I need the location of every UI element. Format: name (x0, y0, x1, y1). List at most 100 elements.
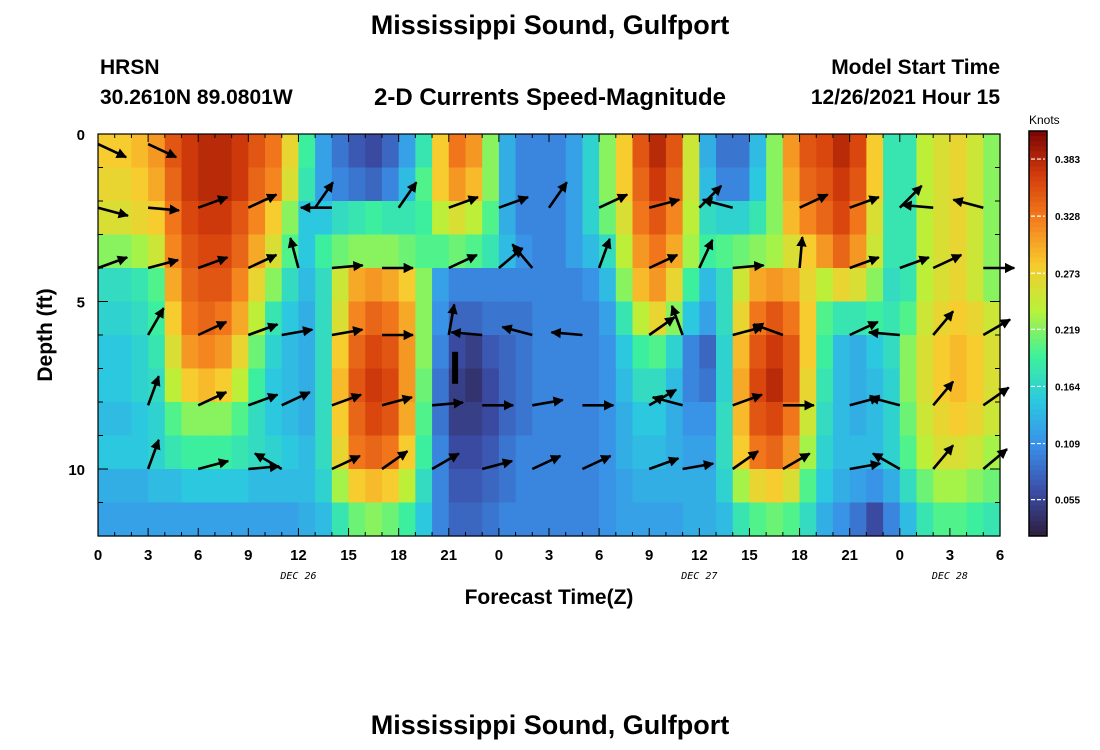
colorbar-segment (1029, 414, 1047, 420)
heatmap-cell (148, 268, 166, 303)
heatmap-cell (348, 167, 366, 202)
heatmap-cell (582, 268, 600, 303)
heatmap-cell (682, 134, 700, 169)
heatmap-cell (365, 201, 383, 236)
heatmap-cell (265, 268, 283, 303)
heatmap-cell (983, 268, 1001, 303)
heatmap-cell (181, 335, 199, 370)
heatmap-cell (949, 201, 968, 236)
heatmap-cell (699, 402, 717, 437)
heatmap-cell (782, 167, 801, 202)
heatmap-cell (665, 201, 684, 236)
heatmap-cell (849, 167, 867, 202)
heatmap-cell (331, 402, 350, 437)
heatmap-cell (899, 435, 918, 470)
colorbar-segment (1029, 313, 1047, 319)
heatmap-cell (415, 502, 433, 537)
heatmap-cell (448, 435, 467, 470)
heatmap-cell (348, 435, 366, 470)
heatmap-cell (699, 335, 717, 370)
current-vector-arrow (648, 197, 681, 209)
heatmap-cell (866, 402, 884, 437)
heatmap-cell (916, 268, 934, 303)
current-vector-arrow (932, 310, 955, 336)
heatmap-cell (415, 469, 433, 504)
heatmap-cell (615, 301, 634, 336)
heatmap-cell (131, 301, 149, 336)
colorbar-segment (1029, 201, 1047, 208)
heatmap-cell (315, 234, 333, 269)
heatmap-cell (866, 268, 884, 303)
heatmap-cell (98, 435, 116, 470)
colorbar-segment (1029, 298, 1047, 304)
current-vector-arrow (147, 204, 181, 215)
heatmap-cell (198, 301, 216, 336)
model-start-label: Model Start Time (831, 56, 1000, 79)
heatmap-cell (515, 335, 533, 370)
heatmap-cell (832, 368, 851, 403)
heatmap-cell (849, 201, 867, 236)
current-vector-arrow (871, 452, 901, 471)
heatmap-cell (432, 301, 450, 336)
heatmap-cell (381, 167, 400, 202)
heatmap-cell (565, 301, 583, 336)
heatmap-cell (799, 335, 817, 370)
current-vector-arrow (381, 450, 409, 471)
heatmap-cell (281, 469, 300, 504)
heatmap-cell (716, 234, 734, 269)
heatmap-cell (164, 502, 183, 537)
heatmap-cell (799, 134, 817, 169)
current-vector-arrow (147, 257, 180, 270)
heatmap-cell (465, 502, 483, 537)
colorbar-segment (1029, 227, 1047, 233)
x-tick-label: 9 (645, 547, 653, 564)
heatmap-cell (665, 335, 684, 370)
colorbar-segment (1029, 368, 1047, 375)
heatmap-cell (816, 268, 834, 303)
heatmap-cell (832, 402, 851, 437)
heatmap-cell (866, 502, 884, 537)
heatmap-cell (682, 435, 700, 470)
date-label: DEC 26 (279, 571, 316, 582)
heatmap-cell (248, 368, 266, 403)
heatmap-cell (482, 368, 500, 403)
heatmap-cell (816, 335, 834, 370)
heatmap-cell (983, 469, 1001, 504)
current-vector-arrow (698, 238, 714, 269)
x-tick-label: 0 (94, 547, 102, 564)
heatmap-cell (615, 234, 634, 269)
heatmap-cell (482, 268, 500, 303)
heatmap-cell (148, 469, 166, 504)
heatmap-cell (933, 167, 951, 202)
colorbar: 0.383 0.328 0.273 0.219 0.164 0.109 0.055 (1028, 130, 1080, 537)
heatmap-cell (565, 402, 583, 437)
current-vector-arrow (982, 386, 1010, 407)
heatmap-cell (649, 201, 667, 236)
heatmap-cell (866, 301, 884, 336)
heatmap-cell (114, 201, 132, 236)
colorbar-segment (1029, 530, 1047, 537)
heatmap-cell (231, 469, 249, 504)
heatmap-cell (549, 335, 567, 370)
heatmap-cell (766, 134, 784, 169)
heatmap-cell (933, 368, 951, 403)
colorbar-segment (1029, 166, 1047, 172)
heatmap-cell (281, 167, 300, 202)
heatmap-cell (248, 234, 266, 269)
heatmap-cell (966, 368, 984, 403)
heatmap-cell (816, 502, 834, 537)
heatmap-cell (482, 502, 500, 537)
heatmap-cell (966, 335, 984, 370)
heatmap-cell (883, 167, 901, 202)
heatmap-cell (549, 435, 567, 470)
heatmap-cell (114, 234, 132, 269)
heatmap-cell (699, 469, 717, 504)
current-vector-arrow (146, 375, 161, 406)
heatmap-cell (849, 335, 867, 370)
heatmap-cell (181, 134, 199, 169)
current-vector-arrow (670, 304, 684, 336)
heatmap-cell (766, 201, 784, 236)
heatmap-cell (632, 234, 650, 269)
heatmap-cell (482, 435, 500, 470)
current-vector-arrow (732, 393, 763, 407)
